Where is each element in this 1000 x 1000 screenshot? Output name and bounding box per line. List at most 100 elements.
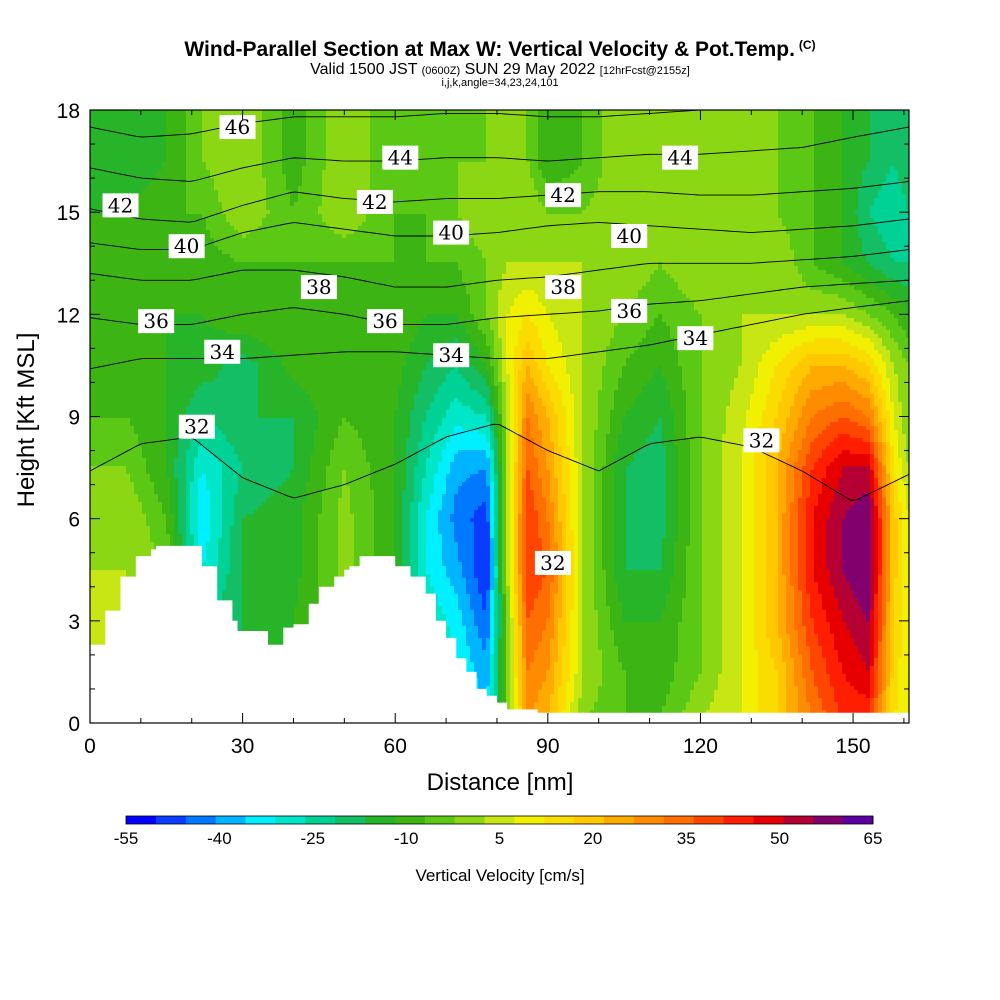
- velocity-cell: [310, 122, 314, 126]
- velocity-cell: [746, 138, 750, 142]
- velocity-cell: [626, 126, 630, 130]
- velocity-cell: [442, 130, 446, 134]
- velocity-cell: [322, 142, 326, 146]
- velocity-cell: [514, 134, 518, 138]
- velocity-cell: [786, 142, 790, 146]
- velocity-cell: [498, 134, 502, 138]
- velocity-cell: [110, 142, 114, 146]
- velocity-cell: [686, 138, 690, 142]
- velocity-cell: [446, 126, 450, 130]
- velocity-cell: [682, 130, 686, 134]
- velocity-cell: [194, 138, 198, 142]
- velocity-cell: [202, 122, 206, 126]
- velocity-cell: [558, 122, 562, 126]
- velocity-cell: [434, 138, 438, 142]
- velocity-cell: [490, 130, 494, 134]
- velocity-cell: [466, 134, 470, 138]
- velocity-cell: [882, 138, 886, 142]
- velocity-cell: [822, 122, 826, 126]
- velocity-cell: [178, 142, 182, 146]
- velocity-cell: [522, 142, 526, 146]
- velocity-cell: [98, 114, 102, 118]
- velocity-cell: [522, 130, 526, 134]
- velocity-cell: [790, 114, 794, 118]
- velocity-cell: [694, 118, 698, 122]
- velocity-cell: [682, 114, 686, 118]
- velocity-cell: [718, 130, 722, 134]
- velocity-cell: [574, 122, 578, 126]
- velocity-cell: [106, 142, 110, 146]
- velocity-cell: [294, 118, 298, 122]
- velocity-cell: [370, 114, 374, 118]
- velocity-cell: [698, 138, 702, 142]
- velocity-cell: [366, 130, 370, 134]
- velocity-cell: [118, 118, 122, 122]
- velocity-cell: [542, 122, 546, 126]
- velocity-cell: [774, 110, 778, 114]
- velocity-cell: [346, 142, 350, 146]
- velocity-cell: [514, 118, 518, 122]
- velocity-cell: [794, 130, 798, 134]
- velocity-cell: [482, 114, 486, 118]
- velocity-cell: [878, 122, 882, 126]
- velocity-cell: [558, 118, 562, 122]
- velocity-cell: [350, 126, 354, 130]
- velocity-cell: [202, 114, 206, 118]
- velocity-cell: [110, 138, 114, 142]
- velocity-cell: [106, 138, 110, 142]
- velocity-cell: [190, 118, 194, 122]
- velocity-cell: [766, 142, 770, 146]
- velocity-cell: [630, 118, 634, 122]
- velocity-cell: [374, 130, 378, 134]
- velocity-cell: [294, 122, 298, 126]
- velocity-cell: [290, 134, 294, 138]
- velocity-cell: [722, 126, 726, 130]
- velocity-cell: [510, 118, 514, 122]
- velocity-cell: [422, 138, 426, 142]
- velocity-cell: [730, 114, 734, 118]
- velocity-cell: [622, 110, 626, 114]
- velocity-cell: [742, 138, 746, 142]
- velocity-cell: [618, 126, 622, 130]
- velocity-cell: [530, 134, 534, 138]
- velocity-cell: [850, 118, 854, 122]
- velocity-cell: [202, 126, 206, 130]
- velocity-cell: [102, 138, 106, 142]
- velocity-cell: [782, 118, 786, 122]
- velocity-cell: [846, 122, 850, 126]
- velocity-cell: [378, 110, 382, 114]
- velocity-cell: [650, 126, 654, 130]
- velocity-cell: [890, 122, 894, 126]
- velocity-cell: [542, 118, 546, 122]
- velocity-cell: [750, 110, 754, 114]
- velocity-cell: [474, 142, 478, 146]
- velocity-cell: [698, 142, 702, 146]
- velocity-cell: [98, 142, 102, 146]
- velocity-cell: [778, 114, 782, 118]
- velocity-cell: [462, 138, 466, 142]
- velocity-cell: [478, 122, 482, 126]
- velocity-cell: [810, 126, 814, 130]
- velocity-cell: [494, 118, 498, 122]
- velocity-cell: [378, 122, 382, 126]
- velocity-cell: [874, 138, 878, 142]
- velocity-cell: [730, 134, 734, 138]
- velocity-cell: [350, 130, 354, 134]
- velocity-cell: [142, 138, 146, 142]
- velocity-cell: [550, 114, 554, 118]
- velocity-cell: [434, 118, 438, 122]
- velocity-cell: [594, 126, 598, 130]
- velocity-cell: [598, 130, 602, 134]
- velocity-cell: [382, 138, 386, 142]
- velocity-cell: [470, 142, 474, 146]
- velocity-cell: [130, 126, 134, 130]
- velocity-cell: [702, 110, 706, 114]
- velocity-cell: [638, 142, 642, 146]
- velocity-cell: [822, 118, 826, 122]
- velocity-cell: [126, 126, 130, 130]
- velocity-cell: [810, 118, 814, 122]
- velocity-cell: [486, 134, 490, 138]
- velocity-cell: [642, 134, 646, 138]
- velocity-cell: [482, 138, 486, 142]
- velocity-cell: [474, 114, 478, 118]
